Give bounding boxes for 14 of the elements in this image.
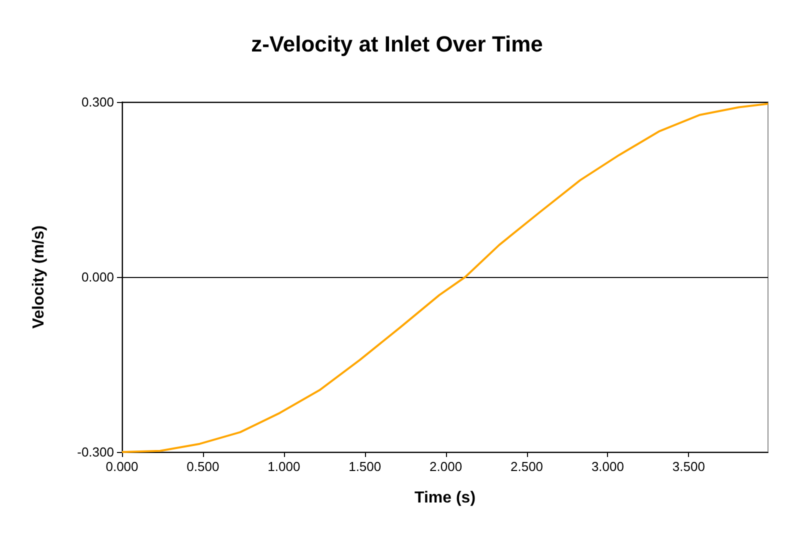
y-axis-title: Velocity (m/s) <box>30 225 48 329</box>
x-tick-label: 2.000 <box>430 459 462 474</box>
x-tick-label: 2.500 <box>510 459 544 474</box>
x-tick-label: 1.500 <box>348 459 382 474</box>
x-tick-label: 0.000 <box>106 459 138 474</box>
y-tick-label: 0.000 <box>81 270 114 284</box>
y-tick-label: -0.300 <box>77 444 114 460</box>
x-tick-label: 1.000 <box>268 459 300 474</box>
y-tick-label: 0.300 <box>81 94 114 110</box>
x-tick-label: 3.500 <box>672 459 705 474</box>
chart-title: z-Velocity at Inlet Over Time <box>251 32 543 56</box>
x-tick-label: 0.500 <box>186 459 220 474</box>
x-axis-title: Time (s) <box>414 490 476 506</box>
x-tick-label: 3.000 <box>591 459 624 474</box>
